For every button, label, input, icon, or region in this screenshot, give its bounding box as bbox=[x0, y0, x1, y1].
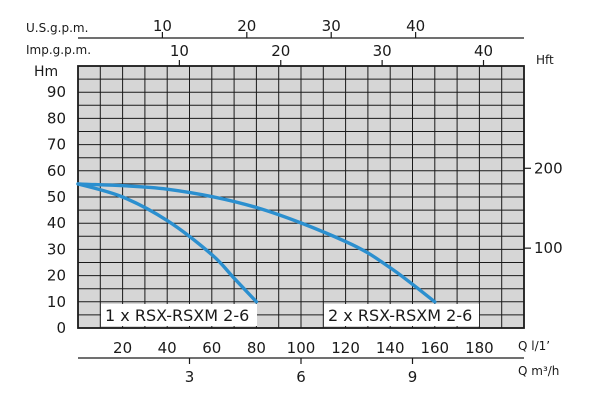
ql-axis-label: Q l/1’ bbox=[518, 339, 550, 353]
series-label-1-box: 1 x RSX-RSXM 2-6 bbox=[101, 304, 257, 326]
qm3h-axis-label: Q m³/h bbox=[518, 364, 559, 378]
impgpm-axis-label: Imp.g.p.m. bbox=[26, 43, 91, 57]
series-label-1-bg bbox=[101, 304, 257, 326]
series-line-2 bbox=[76, 182, 437, 304]
hm-tick-label: 10 bbox=[47, 293, 66, 311]
hm-tick-label: 90 bbox=[47, 83, 66, 101]
plot-frame bbox=[77, 65, 525, 329]
ql-tick-label: 120 bbox=[331, 339, 360, 357]
hm-tick-label: 20 bbox=[47, 267, 66, 285]
impgpm-tick-label: 30 bbox=[373, 42, 392, 60]
usgpm-tick-label: 10 bbox=[153, 17, 172, 35]
hm-axis-label: Hm bbox=[34, 64, 58, 80]
hm-tick-label: 70 bbox=[47, 136, 66, 154]
hm-tick-label: 0 bbox=[56, 319, 66, 337]
usgpm-tick-label: 30 bbox=[322, 17, 341, 35]
series-label-2-bg bbox=[324, 304, 479, 326]
hm-tick-label: 40 bbox=[47, 214, 66, 232]
series-label-2: 2 x RSX-RSXM 2-6 bbox=[328, 306, 472, 325]
hm-tick-label: 60 bbox=[47, 162, 66, 180]
qm3h-tick-label: 3 bbox=[185, 368, 195, 386]
usgpm-tick-label: 40 bbox=[406, 17, 425, 35]
series-label-1: 1 x RSX-RSXM 2-6 bbox=[105, 306, 249, 325]
hft-axis-label: Hft bbox=[536, 53, 554, 67]
ql-tick-label: 140 bbox=[376, 339, 405, 357]
series-group bbox=[76, 182, 437, 304]
hm-tick-label: 30 bbox=[47, 240, 66, 258]
ql-tick-label: 80 bbox=[247, 339, 266, 357]
hm-tick-label: 50 bbox=[47, 188, 66, 206]
ql-tick-label: 60 bbox=[202, 339, 221, 357]
impgpm-tick-label: 10 bbox=[170, 42, 189, 60]
ql-tick-label: 40 bbox=[158, 339, 177, 357]
ql-tick-label: 100 bbox=[287, 339, 316, 357]
hft-tick-label: 200 bbox=[534, 159, 563, 177]
usgpm-tick-label: 20 bbox=[237, 17, 256, 35]
series-label-2-box: 2 x RSX-RSXM 2-6 bbox=[324, 304, 479, 326]
hft-tick-label: 100 bbox=[534, 239, 563, 257]
hm-tick-label: 80 bbox=[47, 109, 66, 127]
series-line-1 bbox=[76, 182, 259, 304]
usgpm-axis-label: U.S.g.p.m. bbox=[26, 21, 88, 35]
grid bbox=[78, 66, 524, 328]
qm3h-tick-label: 9 bbox=[408, 368, 418, 386]
ql-tick-label: 180 bbox=[465, 339, 494, 357]
qm3h-tick-label: 6 bbox=[296, 368, 306, 386]
ql-tick-label: 20 bbox=[113, 339, 132, 357]
impgpm-tick-label: 40 bbox=[474, 42, 493, 60]
impgpm-tick-label: 20 bbox=[271, 42, 290, 60]
ql-tick-label: 160 bbox=[420, 339, 449, 357]
axis-ticks: 0 10 20 30 40 50 60 70 80 90 20 40 60 80 100 120 140 160 1… bbox=[47, 17, 563, 386]
